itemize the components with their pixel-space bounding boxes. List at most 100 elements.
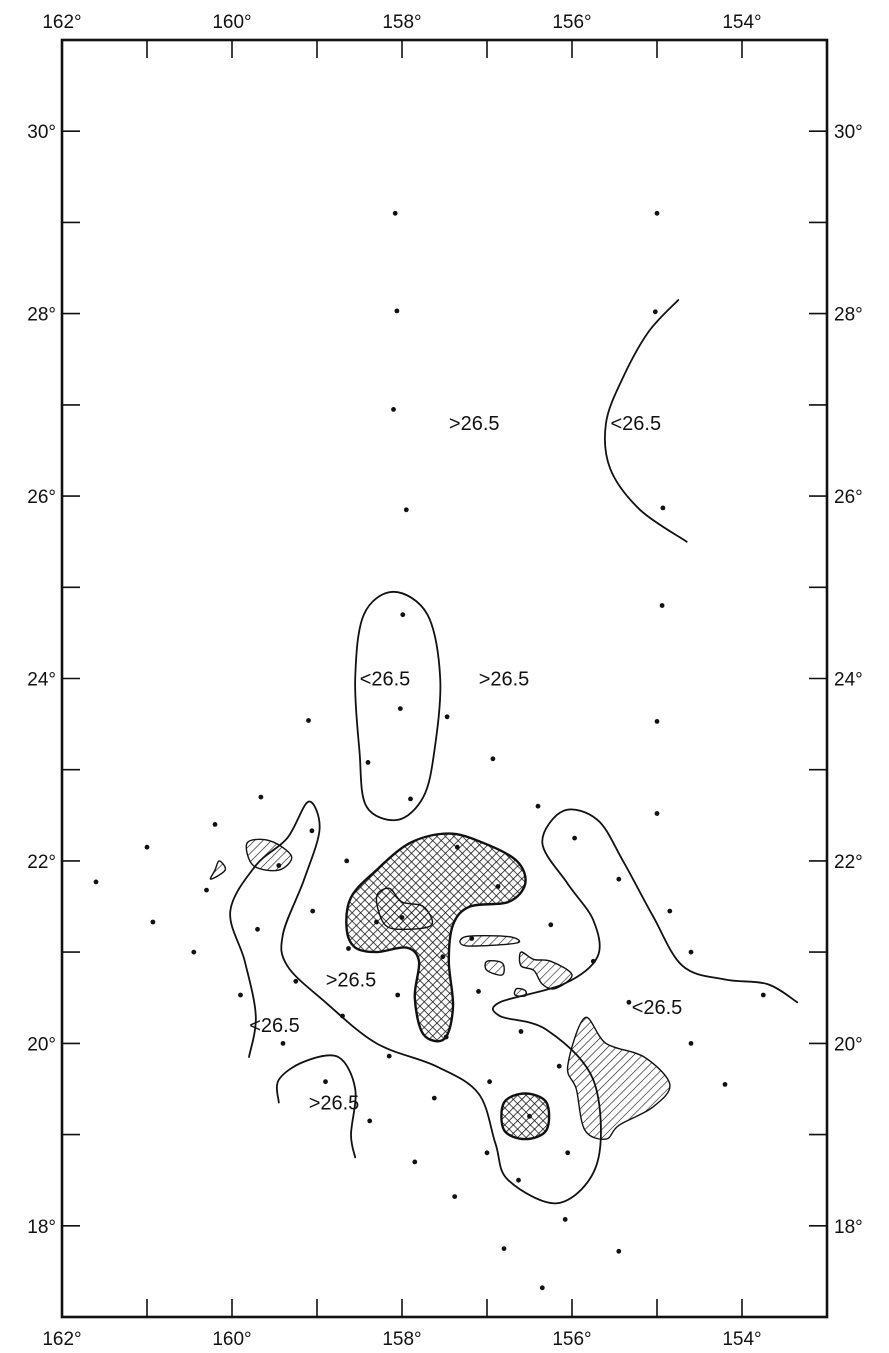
station-point [539, 1285, 545, 1291]
isotherm-contour-2 [229, 800, 799, 1205]
isotherm-label: >26.5 [326, 970, 377, 992]
lon-label-top: 154° [722, 12, 761, 33]
axis-tick-labels: 162° 160° 158° 156° 154° 162° 160° 158° 156° 154°… [27, 12, 862, 1350]
station-point [276, 863, 282, 868]
station-point [306, 718, 311, 723]
station-point [535, 803, 541, 809]
isotherm-label: <26.5 [632, 997, 683, 1019]
station-point [93, 879, 99, 885]
station-point [688, 1041, 694, 1046]
station-point [659, 603, 665, 608]
island-3 [484, 959, 505, 976]
station-point [667, 908, 673, 914]
island-6 [566, 1016, 671, 1140]
station-point [346, 946, 351, 951]
station-point [412, 1159, 418, 1165]
station-point [365, 760, 371, 765]
island-7 [375, 887, 434, 931]
station-point [652, 309, 658, 315]
station-point [408, 796, 413, 802]
station-point [654, 811, 660, 816]
station-point [501, 1246, 507, 1251]
lon-label-bottom: 162° [42, 1329, 81, 1350]
island-4 [518, 951, 573, 990]
station-point [760, 992, 766, 998]
lat-label-left: 24° [27, 670, 56, 691]
lat-label-left: 28° [27, 305, 56, 326]
crosshatch-zone-1 [500, 1092, 551, 1141]
isotherm-label: <26.5 [360, 669, 411, 691]
station-point [440, 954, 446, 960]
station-point [487, 1079, 492, 1085]
lat-label-right: 24° [834, 670, 863, 691]
station-point [400, 612, 406, 618]
lon-label-bottom: 156° [552, 1329, 591, 1350]
station-point [367, 1118, 373, 1124]
station-point [191, 949, 197, 955]
station-point [309, 828, 315, 834]
isotherm-label: >26.5 [309, 1093, 360, 1115]
station-point [443, 1034, 449, 1040]
crosshatch-zones [345, 832, 551, 1141]
station-point [516, 1177, 521, 1183]
station-point [340, 1013, 345, 1019]
station-point [495, 884, 501, 889]
station-point [374, 919, 379, 925]
isotherm-label: <26.5 [610, 413, 661, 435]
station-point [562, 1217, 568, 1222]
lat-label-right: 20° [834, 1034, 863, 1055]
lat-label-right: 18° [834, 1217, 863, 1238]
station-point [654, 210, 660, 216]
station-point [403, 507, 409, 513]
station-point [590, 958, 596, 964]
station-point [323, 1079, 328, 1085]
lat-label-left: 18° [27, 1217, 56, 1238]
station-point [476, 989, 481, 994]
station-point [399, 915, 405, 920]
lat-label-left: 30° [27, 122, 56, 143]
station-point [688, 949, 694, 955]
isotherm-labels: >26.5 <26.5 <26.5 >26.5 >26.5 <26.5 <26.5 >26.5 [249, 413, 683, 1115]
station-point [452, 1194, 458, 1199]
station-point [258, 794, 264, 800]
station-point [431, 1095, 437, 1101]
station-point [572, 835, 577, 841]
isotherm-contour-3 [276, 1054, 357, 1159]
lat-label-left: 20° [27, 1034, 56, 1055]
station-point [518, 1029, 524, 1034]
axis-ticks [62, 40, 827, 1317]
station-point [527, 1113, 532, 1119]
lon-label-top: 158° [382, 12, 421, 33]
lat-label-right: 30° [834, 122, 863, 143]
station-point [397, 706, 403, 711]
isotherm-contours [229, 299, 799, 1205]
station-point [280, 1041, 286, 1046]
islands [209, 838, 671, 1140]
station-point [386, 1053, 392, 1059]
station-point [204, 887, 209, 893]
station-point [238, 992, 243, 998]
station-point [144, 844, 150, 850]
island-0 [245, 838, 293, 872]
station-point [395, 992, 401, 998]
lon-label-bottom: 160° [212, 1329, 251, 1350]
station-point [212, 822, 218, 827]
station-point [310, 908, 316, 914]
station-point [722, 1082, 728, 1087]
station-point [344, 858, 350, 864]
crosshatch-zone-0 [345, 832, 527, 1043]
lon-label-top: 160° [212, 12, 251, 33]
station-point [394, 308, 400, 314]
lon-label-bottom: 158° [382, 1329, 421, 1350]
isotherm-contour-1 [354, 590, 442, 822]
station-point [660, 505, 666, 511]
lon-label-bottom: 154° [722, 1329, 761, 1350]
lon-label-top: 156° [552, 12, 591, 33]
isotherm-contour-0 [604, 299, 688, 543]
station-point [469, 936, 475, 941]
isotherm-label: <26.5 [249, 1015, 300, 1037]
station-point [490, 756, 496, 762]
map-frame [60, 38, 829, 1319]
island-2 [459, 934, 521, 947]
